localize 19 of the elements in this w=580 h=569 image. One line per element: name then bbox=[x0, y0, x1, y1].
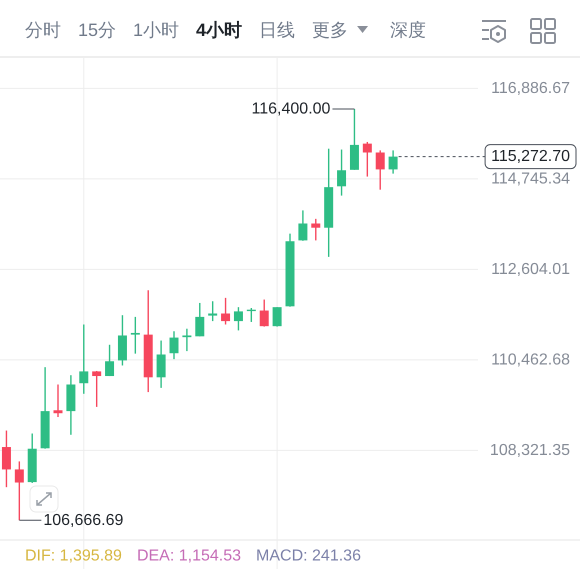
y-tick-label: 110,462.68 bbox=[491, 351, 570, 368]
ref-line-label: 115,272.70 bbox=[491, 148, 570, 166]
y-tick-label: 114,745.34 bbox=[491, 170, 570, 188]
indicator-label: DIF: 1,395.89 bbox=[25, 548, 122, 564]
tab-label: 15分 bbox=[78, 20, 116, 40]
tab-label: 1小时 bbox=[133, 20, 180, 40]
ref-line: 115,272.70 bbox=[398, 144, 576, 170]
indicator-label: DEA: 1,154.53 bbox=[136, 548, 242, 564]
annotation: 106,666.69 bbox=[43, 512, 124, 529]
tab-label: 更多 bbox=[312, 20, 348, 40]
y-tick-label: 108,321.35 bbox=[490, 442, 570, 459]
tab-label: 深度 bbox=[390, 20, 426, 40]
indicator-label: MACD: 241.36 bbox=[256, 548, 361, 564]
y-tick-label: 112,604.01 bbox=[491, 260, 570, 278]
tab-label: 分时 bbox=[25, 20, 61, 40]
tab-label: 4小时 bbox=[196, 20, 242, 40]
tab-label: 日线 bbox=[259, 20, 296, 40]
annotation: 116,400.00 bbox=[252, 100, 331, 118]
y-tick-label: 116,886.67 bbox=[491, 80, 570, 97]
